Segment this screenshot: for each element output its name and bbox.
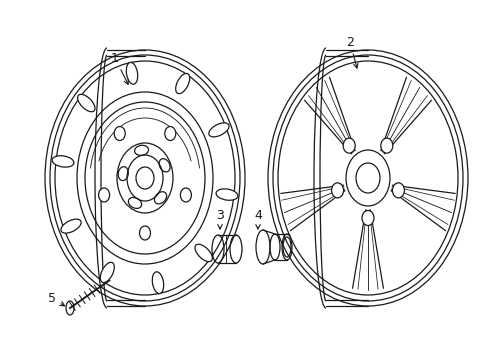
Ellipse shape: [99, 188, 109, 202]
Ellipse shape: [195, 244, 212, 262]
Ellipse shape: [392, 183, 404, 198]
Ellipse shape: [139, 226, 150, 240]
Ellipse shape: [126, 62, 138, 84]
Ellipse shape: [361, 211, 373, 225]
Ellipse shape: [52, 156, 74, 167]
Ellipse shape: [180, 188, 191, 202]
Ellipse shape: [343, 138, 354, 153]
Ellipse shape: [114, 126, 125, 140]
Ellipse shape: [164, 126, 175, 140]
Ellipse shape: [208, 123, 228, 137]
Text: 5: 5: [48, 292, 64, 306]
Ellipse shape: [175, 73, 189, 94]
Text: 3: 3: [216, 208, 224, 229]
Ellipse shape: [100, 262, 114, 283]
Ellipse shape: [61, 219, 81, 233]
Text: 1: 1: [111, 51, 128, 84]
Text: 2: 2: [346, 36, 357, 68]
Ellipse shape: [78, 94, 95, 112]
Ellipse shape: [380, 138, 392, 153]
Ellipse shape: [331, 183, 343, 198]
Ellipse shape: [152, 272, 163, 294]
Ellipse shape: [216, 189, 237, 200]
Text: 4: 4: [254, 208, 262, 229]
